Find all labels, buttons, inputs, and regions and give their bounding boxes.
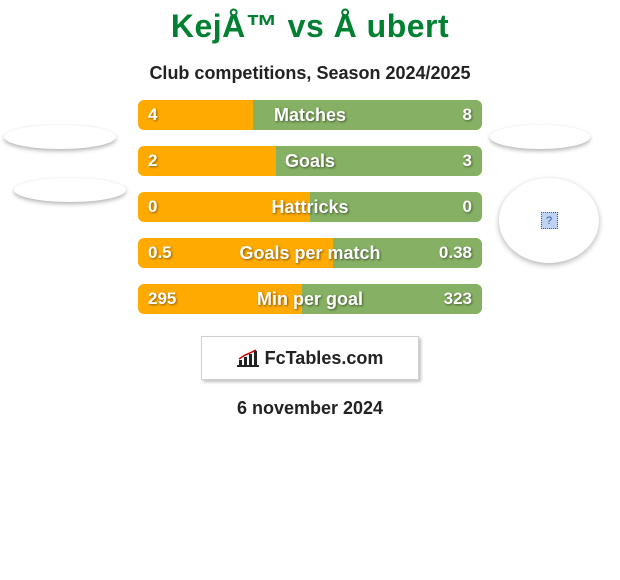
stat-label: Min per goal: [138, 284, 482, 314]
stat-label: Goals per match: [138, 238, 482, 268]
stat-row-goals: 2 Goals 3: [138, 146, 482, 176]
page-title: KejÅ™ vs Å ubert: [0, 0, 620, 45]
stat-row-goals-per-match: 0.5 Goals per match 0.38: [138, 238, 482, 268]
deco-circle-right: ?: [499, 178, 599, 263]
brand-text: FcTables.com: [265, 348, 384, 369]
subtitle: Club competitions, Season 2024/2025: [0, 63, 620, 84]
footer-date: 6 november 2024: [0, 398, 620, 419]
value-right: 3: [463, 146, 472, 176]
stat-label: Hattricks: [138, 192, 482, 222]
value-right: 0.38: [439, 238, 472, 268]
deco-ellipse-left-1: [4, 125, 116, 149]
brand-badge[interactable]: FcTables.com: [201, 336, 419, 380]
stat-row-min-per-goal: 295 Min per goal 323: [138, 284, 482, 314]
deco-ellipse-left-2: [14, 178, 126, 202]
value-right: 0: [463, 192, 472, 222]
stat-label: Goals: [138, 146, 482, 176]
placeholder-icon: ?: [541, 212, 558, 229]
stat-row-matches: 4 Matches 8: [138, 100, 482, 130]
value-right: 323: [444, 284, 472, 314]
value-right: 8: [463, 100, 472, 130]
stat-row-hattricks: 0 Hattricks 0: [138, 192, 482, 222]
stat-label: Matches: [138, 100, 482, 130]
chart-icon: [237, 349, 259, 367]
deco-ellipse-right-1: [490, 125, 590, 149]
